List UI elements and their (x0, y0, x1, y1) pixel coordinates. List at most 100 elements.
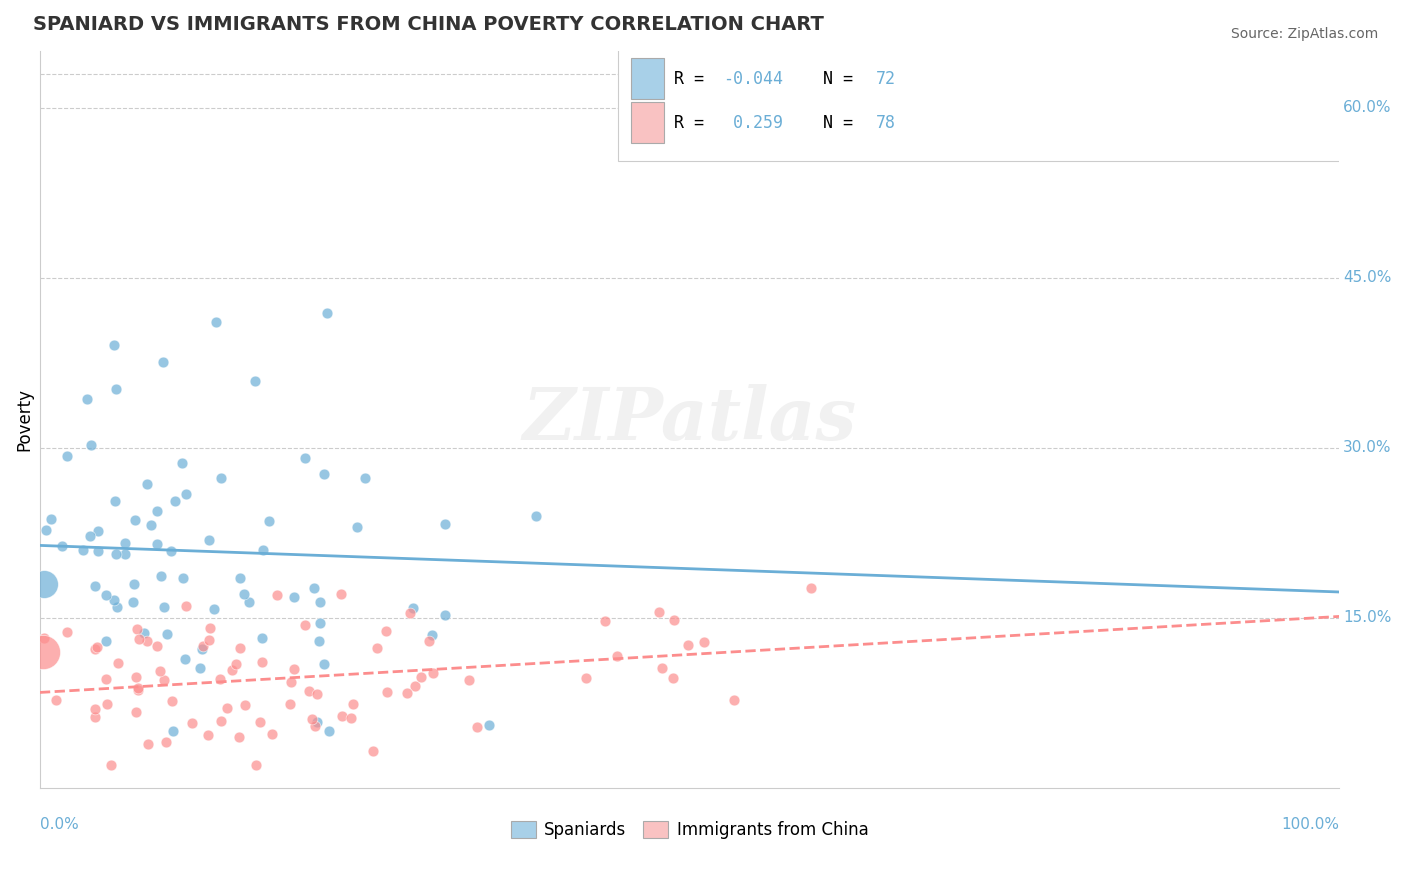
Text: Source: ZipAtlas.com: Source: ZipAtlas.com (1230, 27, 1378, 41)
Point (395, 686, 418, 700)
Point (229, 641, 252, 656)
Point (56, 450, 79, 464)
Point (330, 587, 353, 601)
Point (280, 697, 302, 711)
Point (114, 547, 136, 561)
Point (280, 675, 302, 690)
Point (662, 671, 685, 685)
Point (266, 588, 288, 602)
Point (139, 518, 162, 533)
Point (418, 634, 440, 648)
Point (146, 504, 169, 518)
Point (308, 616, 330, 631)
Point (127, 683, 149, 698)
Point (307, 687, 329, 701)
Point (51, 539, 73, 553)
Text: 15.0%: 15.0% (1343, 610, 1392, 625)
Point (152, 673, 174, 687)
Point (79, 438, 101, 452)
Point (162, 694, 184, 708)
Point (257, 514, 280, 528)
Point (312, 657, 335, 671)
Point (225, 657, 247, 672)
Point (191, 639, 214, 653)
Point (155, 627, 177, 641)
Point (233, 587, 256, 601)
Point (434, 607, 457, 622)
Point (31, 645, 53, 659)
Point (202, 602, 225, 616)
Point (458, 673, 481, 687)
Point (294, 451, 316, 466)
Point (249, 715, 271, 730)
Point (304, 719, 326, 733)
Point (100, 758, 122, 772)
Point (606, 649, 628, 664)
Point (135, 634, 157, 648)
Point (422, 628, 444, 642)
Point (159, 544, 181, 558)
Text: 100.0%: 100.0% (1281, 817, 1340, 832)
Point (87, 524, 110, 538)
Point (132, 625, 155, 640)
Point (152, 354, 174, 368)
FancyBboxPatch shape (619, 44, 1346, 161)
Point (465, 720, 488, 734)
Point (86, 543, 108, 558)
Text: R =: R = (673, 114, 724, 132)
Point (94, 672, 117, 686)
Point (76, 392, 98, 407)
Point (363, 744, 385, 758)
Point (197, 728, 219, 742)
FancyBboxPatch shape (631, 58, 664, 99)
Point (252, 655, 274, 669)
Point (262, 727, 284, 741)
Point (238, 595, 260, 609)
Point (84, 642, 107, 657)
Point (56, 624, 79, 639)
Point (524, 508, 547, 523)
Point (35, 523, 58, 537)
Point (593, 614, 616, 628)
Point (228, 731, 250, 745)
Text: SPANIARD VS IMMIGRANTS FROM CHINA POVERTY CORRELATION CHART: SPANIARD VS IMMIGRANTS FROM CHINA POVERT… (34, 15, 824, 34)
Point (301, 712, 323, 726)
Point (330, 708, 353, 723)
Point (104, 493, 127, 508)
Point (172, 571, 194, 585)
Point (309, 594, 332, 608)
Point (375, 684, 398, 698)
Point (162, 724, 184, 739)
Point (146, 639, 169, 653)
Point (478, 717, 501, 731)
Point (122, 595, 145, 609)
Legend: Spaniards, Immigrants from China: Spaniards, Immigrants from China (505, 814, 875, 846)
Text: 45.0%: 45.0% (1343, 270, 1392, 285)
Text: ZIPatlas: ZIPatlas (523, 384, 856, 455)
Point (94, 588, 117, 602)
Point (346, 520, 368, 534)
Point (302, 581, 325, 595)
Point (209, 471, 232, 485)
Point (354, 471, 377, 485)
Point (318, 724, 340, 739)
Point (149, 664, 172, 678)
Point (41, 512, 63, 526)
Point (191, 642, 214, 657)
Point (105, 382, 128, 396)
Text: N =: N = (824, 70, 863, 87)
Point (103, 593, 125, 607)
Point (125, 671, 148, 685)
Point (308, 634, 330, 648)
Point (165, 494, 187, 508)
Point (45, 693, 67, 707)
Point (149, 569, 172, 583)
Point (188, 661, 211, 675)
Text: N =: N = (824, 114, 863, 132)
Text: 0.259: 0.259 (723, 114, 783, 132)
Text: R =: R = (673, 70, 714, 87)
Point (125, 623, 148, 637)
Point (84, 709, 107, 723)
Point (208, 672, 231, 686)
Point (32, 631, 55, 645)
